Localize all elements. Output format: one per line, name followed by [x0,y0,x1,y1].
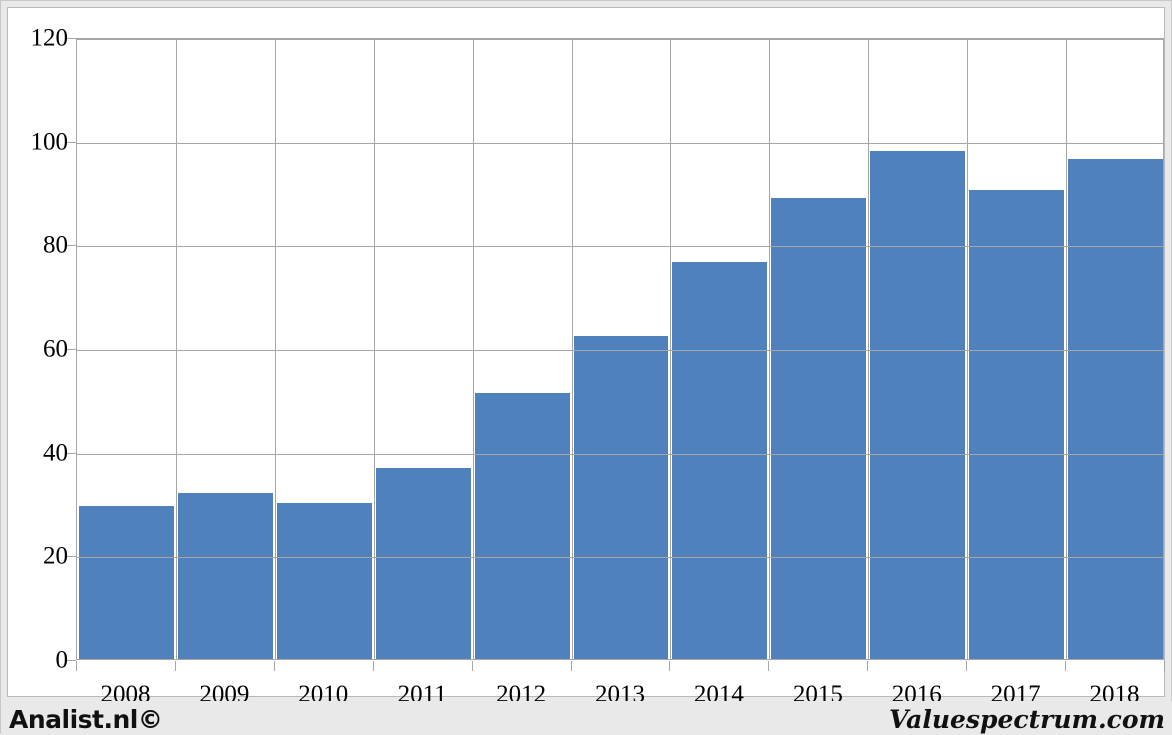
gridline-vertical [175,39,177,660]
bar [79,506,174,659]
category-axis-tick [372,661,374,671]
bar [1068,158,1163,659]
category-axis-tick [174,661,176,671]
value-axis-tick-label: 100 [30,128,69,156]
value-axis-tick [67,556,76,558]
bar [870,151,966,659]
category-axis-tick [669,661,671,671]
category-axis-tick [966,661,968,671]
gridline-vertical [472,39,474,660]
value-axis-tick [67,660,76,661]
value-axis-tick [67,349,76,350]
gridline-vertical [670,39,672,660]
bar [474,393,570,659]
category-axis-tick [1065,661,1067,671]
category-axis-tick [768,661,770,671]
gridline-vertical [868,39,870,660]
bar [177,493,273,659]
gridline-horizontal [77,246,1163,248]
gridline-horizontal [77,39,1163,40]
category-axis-tick [570,661,572,671]
gridline-vertical [1066,39,1068,660]
gridline-horizontal [77,453,1163,455]
value-axis-tick-label: 40 [43,439,68,467]
gridline-vertical [967,39,969,660]
bar [276,502,372,659]
footer-source-right: Valuespectrum.com [889,705,1165,734]
bar [969,189,1065,659]
category-axis-tick [1164,661,1165,671]
gridline-vertical [571,39,573,660]
plot-area [76,38,1164,660]
value-axis-tick [67,38,76,39]
bar [672,261,768,659]
category-axis-tick [76,661,77,671]
value-axis-tick [67,141,76,143]
value-axis-tick-label: 0 [55,646,69,674]
gridline-horizontal [77,350,1163,351]
value-axis-tick [67,245,76,247]
category-axis-tick [273,661,275,671]
bar [771,197,867,659]
category-axis-tick [471,661,473,671]
value-axis-tick-label: 80 [43,231,68,259]
gridline-horizontal [77,557,1163,559]
value-axis-tick [67,452,76,454]
bar [573,335,669,659]
value-axis-tick-label: 20 [43,542,68,570]
gridline-vertical [274,39,276,660]
bars-layer [77,39,1163,660]
category-axis-line [77,659,1163,660]
value-axis: 0 20 40 60 80 100 120 [8,8,76,698]
category-axis-tick [867,661,869,671]
gridline-vertical [373,39,375,660]
footer-bar: Analist.nl© Valuespectrum.com [1,701,1172,735]
value-axis-tick-label: 120 [30,24,69,52]
value-axis-tick-label: 60 [43,335,68,363]
gridline-horizontal [77,142,1163,144]
bar [375,467,471,659]
gridline-vertical [769,39,771,660]
chart-canvas: 0 20 40 60 80 100 120 2008 2009 2010 2011 2012 2013… [7,7,1165,707]
footer-source-left: Analist.nl© [9,705,163,734]
